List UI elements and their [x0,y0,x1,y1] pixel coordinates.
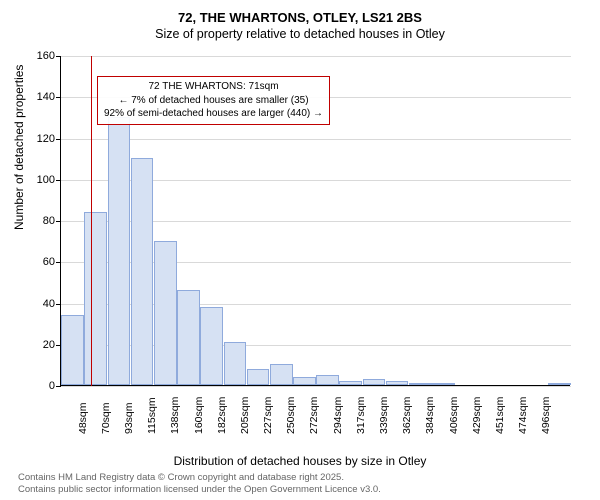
histogram-bar [131,158,154,385]
y-axis-label: Number of detached properties [12,65,26,230]
histogram-bar [432,383,455,385]
histogram-bar [224,342,247,385]
annotation-line-1: 72 THE WHARTONS: 71sqm [104,80,323,94]
footer-line-1: Contains HM Land Registry data © Crown c… [18,472,381,484]
y-tick-label: 40 [15,298,55,310]
histogram-bar [61,315,84,385]
y-tick-mark [56,180,61,181]
histogram-bar [316,375,339,385]
plot-region: 02040608010012014016048sqm70sqm93sqm115s… [60,56,570,386]
y-tick-label: 60 [15,256,55,268]
y-tick-mark [56,304,61,305]
y-tick-mark [56,262,61,263]
histogram-bar [154,241,177,385]
histogram-bar [200,307,223,385]
y-tick-mark [56,221,61,222]
title-address: 72, THE WHARTONS, OTLEY, LS21 2BS [0,10,600,25]
gridline-h [61,139,571,140]
y-tick-mark [56,97,61,98]
y-tick-label: 160 [15,50,55,62]
gridline-h [61,386,571,387]
histogram-bar [108,117,131,385]
annotation-line-2: ← 7% of detached houses are smaller (35) [104,94,323,108]
histogram-bar [363,379,386,385]
histogram-bar [548,383,571,385]
chart-plot-area: 02040608010012014016048sqm70sqm93sqm115s… [60,56,570,411]
x-axis-label: Distribution of detached houses by size … [0,454,600,468]
histogram-bar [270,364,293,385]
y-tick-label: 20 [15,339,55,351]
histogram-bar [247,369,270,386]
chart-title: 72, THE WHARTONS, OTLEY, LS21 2BS Size o… [0,10,600,41]
annotation-box: 72 THE WHARTONS: 71sqm← 7% of detached h… [97,76,330,125]
attribution-footer: Contains HM Land Registry data © Crown c… [18,472,381,496]
property-marker-line [91,56,92,386]
histogram-bar [386,381,409,385]
histogram-bar [177,290,200,385]
histogram-bar [293,377,316,385]
y-tick-mark [56,386,61,387]
histogram-bar [409,383,432,385]
histogram-bar [84,212,107,385]
title-subtitle: Size of property relative to detached ho… [0,27,600,41]
gridline-h [61,56,571,57]
y-tick-mark [56,139,61,140]
annotation-line-3: 92% of semi-detached houses are larger (… [104,107,323,121]
histogram-bar [339,381,362,385]
footer-line-2: Contains public sector information licen… [18,484,381,496]
y-tick-mark [56,56,61,57]
y-tick-label: 0 [15,380,55,392]
